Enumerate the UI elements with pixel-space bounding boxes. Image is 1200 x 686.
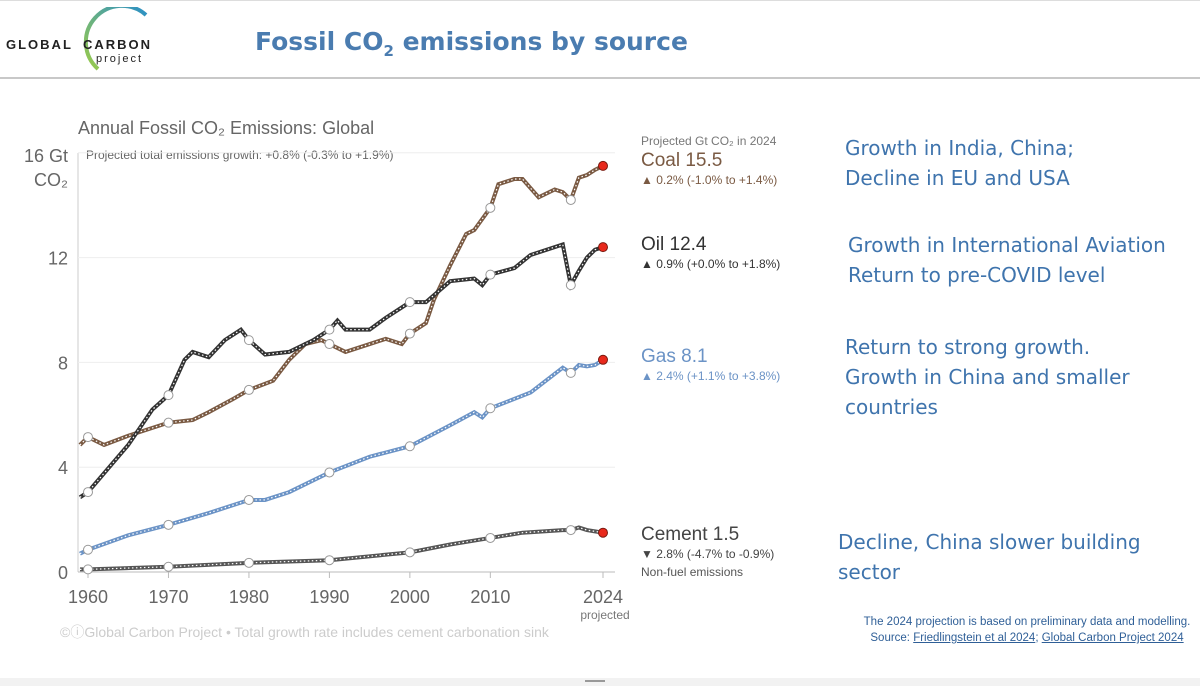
data-point xyxy=(243,384,254,395)
emissions-chart: Annual Fossil CO₂ Emissions: Global Proje… xyxy=(24,118,780,640)
title-text: Fossil CO xyxy=(255,27,384,56)
bottom-bar xyxy=(0,678,1200,686)
annotation-gas: Return to strong growth. Growth in China … xyxy=(845,332,1130,422)
x-tick-label: 2010 xyxy=(470,587,510,607)
legend-cement-value: Cement 1.5 xyxy=(641,524,739,545)
chart-footer: ©ⓘGlobal Carbon Project • Total growth r… xyxy=(60,624,550,640)
x-tick-label: 1960 xyxy=(68,587,108,607)
legend-oil-growth: ▲ 0.9% (+0.0% to +1.8%) xyxy=(641,257,780,271)
source-note: The 2024 projection is based on prelimin… xyxy=(862,614,1192,646)
data-point xyxy=(83,432,93,443)
annotation-line: Growth in India, China; xyxy=(845,136,1075,160)
data-point xyxy=(163,390,174,401)
logo-arc-icon xyxy=(83,7,148,71)
x-tick-label: 2024 xyxy=(583,587,623,607)
annotation-cement: Decline, China slower building sector xyxy=(838,527,1141,587)
series-line-texture xyxy=(79,243,604,498)
data-point xyxy=(404,297,415,308)
data-point xyxy=(485,403,496,414)
annotation-line: Decline in EU and USA xyxy=(845,166,1070,190)
data-point xyxy=(324,324,335,335)
source-sep: ; xyxy=(1035,632,1042,644)
legend-header: Projected Gt CO₂ in 2024 xyxy=(641,134,777,148)
legend-gas-value: Gas 8.1 xyxy=(641,346,708,367)
data-point xyxy=(83,487,93,498)
series-line-texture xyxy=(79,359,604,555)
legend-cement-growth: ▼ 2.8% (-4.7% to -0.9%) xyxy=(641,547,774,561)
source-link-gcp[interactable]: Global Carbon Project 2024 xyxy=(1041,632,1184,644)
source-link-friedlingstein[interactable]: Friedlingstein et al 2024 xyxy=(913,632,1036,644)
global-carbon-project-logo: GLOBAL CARBON project xyxy=(6,7,176,71)
y-tick-label: 0 xyxy=(58,563,68,583)
legend-coal-growth: ▲ 0.2% (-1.0% to +1.4%) xyxy=(641,173,777,187)
x-tick-label: 1980 xyxy=(229,587,269,607)
x-tick-label: 2000 xyxy=(390,587,430,607)
data-point xyxy=(243,557,254,568)
data-point xyxy=(485,202,496,213)
data-point xyxy=(83,544,93,555)
y-tick-label: 12 xyxy=(48,249,68,269)
projected-point xyxy=(598,527,608,538)
x-tick-label: 1970 xyxy=(148,587,188,607)
projected-point xyxy=(598,354,608,365)
data-point xyxy=(565,367,576,378)
data-point xyxy=(404,547,415,558)
slide-title: Fossil CO2 emissions by source xyxy=(255,27,688,60)
legend-cement-note: Non-fuel emissions xyxy=(641,565,743,579)
legend-gas-growth: ▲ 2.4% (+1.1% to +3.8%) xyxy=(641,369,780,383)
series-line-oil xyxy=(78,241,604,500)
logo-global: GLOBAL xyxy=(6,37,73,52)
data-point xyxy=(565,194,576,205)
data-point xyxy=(324,467,335,478)
chart-title: Annual Fossil CO₂ Emissions: Global xyxy=(78,118,374,138)
data-point xyxy=(243,335,254,346)
data-point xyxy=(404,441,415,452)
annotation-line: Growth in China and smaller xyxy=(845,365,1130,389)
annotation-coal: Growth in India, China; Decline in EU an… xyxy=(845,133,1074,193)
data-point xyxy=(83,564,93,575)
data-point xyxy=(163,417,174,428)
data-point xyxy=(485,532,496,543)
chart-subtitle: Projected total emissions growth: +0.8% … xyxy=(86,148,393,162)
series-line-cement xyxy=(79,525,604,572)
y-tick-label: 8 xyxy=(58,353,68,373)
slide-header: GLOBAL CARBON project Fossil CO2 emissio… xyxy=(0,0,1200,79)
data-point xyxy=(324,555,335,566)
annotation-line: Decline, China slower building xyxy=(838,530,1141,554)
data-point xyxy=(324,339,335,350)
annotation-line: Return to pre-COVID level xyxy=(848,263,1106,287)
projected-point xyxy=(598,160,608,171)
source-text: The 2024 projection is based on prelimin… xyxy=(863,616,1191,644)
annotation-line: Growth in International Aviation xyxy=(848,233,1166,257)
data-point xyxy=(243,494,254,505)
logo-project: project xyxy=(96,53,144,65)
data-point xyxy=(565,280,576,291)
y-axis-label: 16 Gt xyxy=(24,146,68,166)
legend-oil-value: Oil 12.4 xyxy=(641,234,707,255)
data-point xyxy=(485,269,496,280)
annotation-line: Return to strong growth. xyxy=(845,335,1091,359)
title-subscript: 2 xyxy=(383,42,394,60)
data-point xyxy=(404,328,415,339)
logo-carbon: CARBON xyxy=(83,37,153,52)
annotation-line: sector xyxy=(838,560,901,584)
data-point xyxy=(565,525,576,536)
y-axis-unit: CO₂ xyxy=(34,170,68,190)
data-point xyxy=(163,519,174,530)
y-tick-label: 4 xyxy=(58,458,68,478)
scroll-handle[interactable] xyxy=(585,680,605,682)
series-line-texture xyxy=(79,165,604,446)
annotation-oil: Growth in International Aviation Return t… xyxy=(848,230,1166,290)
data-point xyxy=(163,561,174,572)
projected-point xyxy=(598,242,608,253)
x-tick-label: 1990 xyxy=(309,587,349,607)
x-projected-label: projected xyxy=(580,608,629,622)
series-line-gas xyxy=(79,358,605,556)
title-text-rest: emissions by source xyxy=(393,27,688,56)
legend-coal-value: Coal 15.5 xyxy=(641,150,722,171)
annotation-line: countries xyxy=(845,395,938,419)
